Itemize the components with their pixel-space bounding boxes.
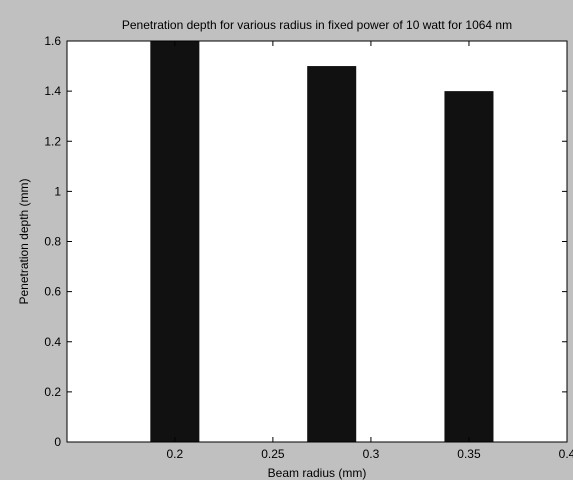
- y-tick-label: 0.8: [44, 235, 61, 249]
- y-axis-label: Penetration depth (mm): [17, 178, 31, 304]
- x-tick-label: 0.4: [559, 447, 573, 461]
- y-tick-label: 0.4: [44, 335, 61, 349]
- bar: [444, 91, 494, 442]
- y-tick-label: 0: [54, 435, 61, 449]
- bar: [307, 66, 357, 442]
- bars: [150, 41, 494, 442]
- y-tick-label: 1.6: [44, 34, 61, 48]
- y-tick-label: 0.6: [44, 285, 61, 299]
- x-tick-label: 0.25: [261, 447, 285, 461]
- x-tick-label: 0.2: [166, 447, 183, 461]
- x-axis-label: Beam radius (mm): [268, 466, 367, 480]
- axis-ticks: 0 0.2 0.4 0.6 0.8 1 1.2 1.4 1.6 0.2 0.25 0.3 0.35 0.4: [44, 34, 573, 461]
- x-tick-label: 0.3: [363, 447, 380, 461]
- y-tick-label: 0.2: [44, 385, 61, 399]
- y-tick-label: 1: [54, 184, 61, 198]
- y-tick-label: 1.4: [44, 84, 61, 98]
- bar: [150, 41, 200, 442]
- x-tick-label: 0.35: [457, 447, 481, 461]
- y-tick-label: 1.2: [44, 134, 61, 148]
- chart-title: Penetration depth for various radius in …: [122, 18, 512, 32]
